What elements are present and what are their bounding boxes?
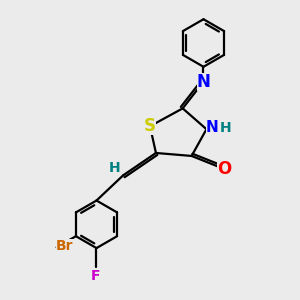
Text: S: S: [144, 117, 156, 135]
Text: Br: Br: [56, 239, 74, 253]
Text: O: O: [217, 160, 231, 178]
Text: H: H: [219, 121, 231, 135]
Text: H: H: [109, 161, 120, 175]
Text: N: N: [206, 120, 219, 135]
Text: N: N: [196, 73, 210, 91]
Text: F: F: [90, 269, 100, 283]
